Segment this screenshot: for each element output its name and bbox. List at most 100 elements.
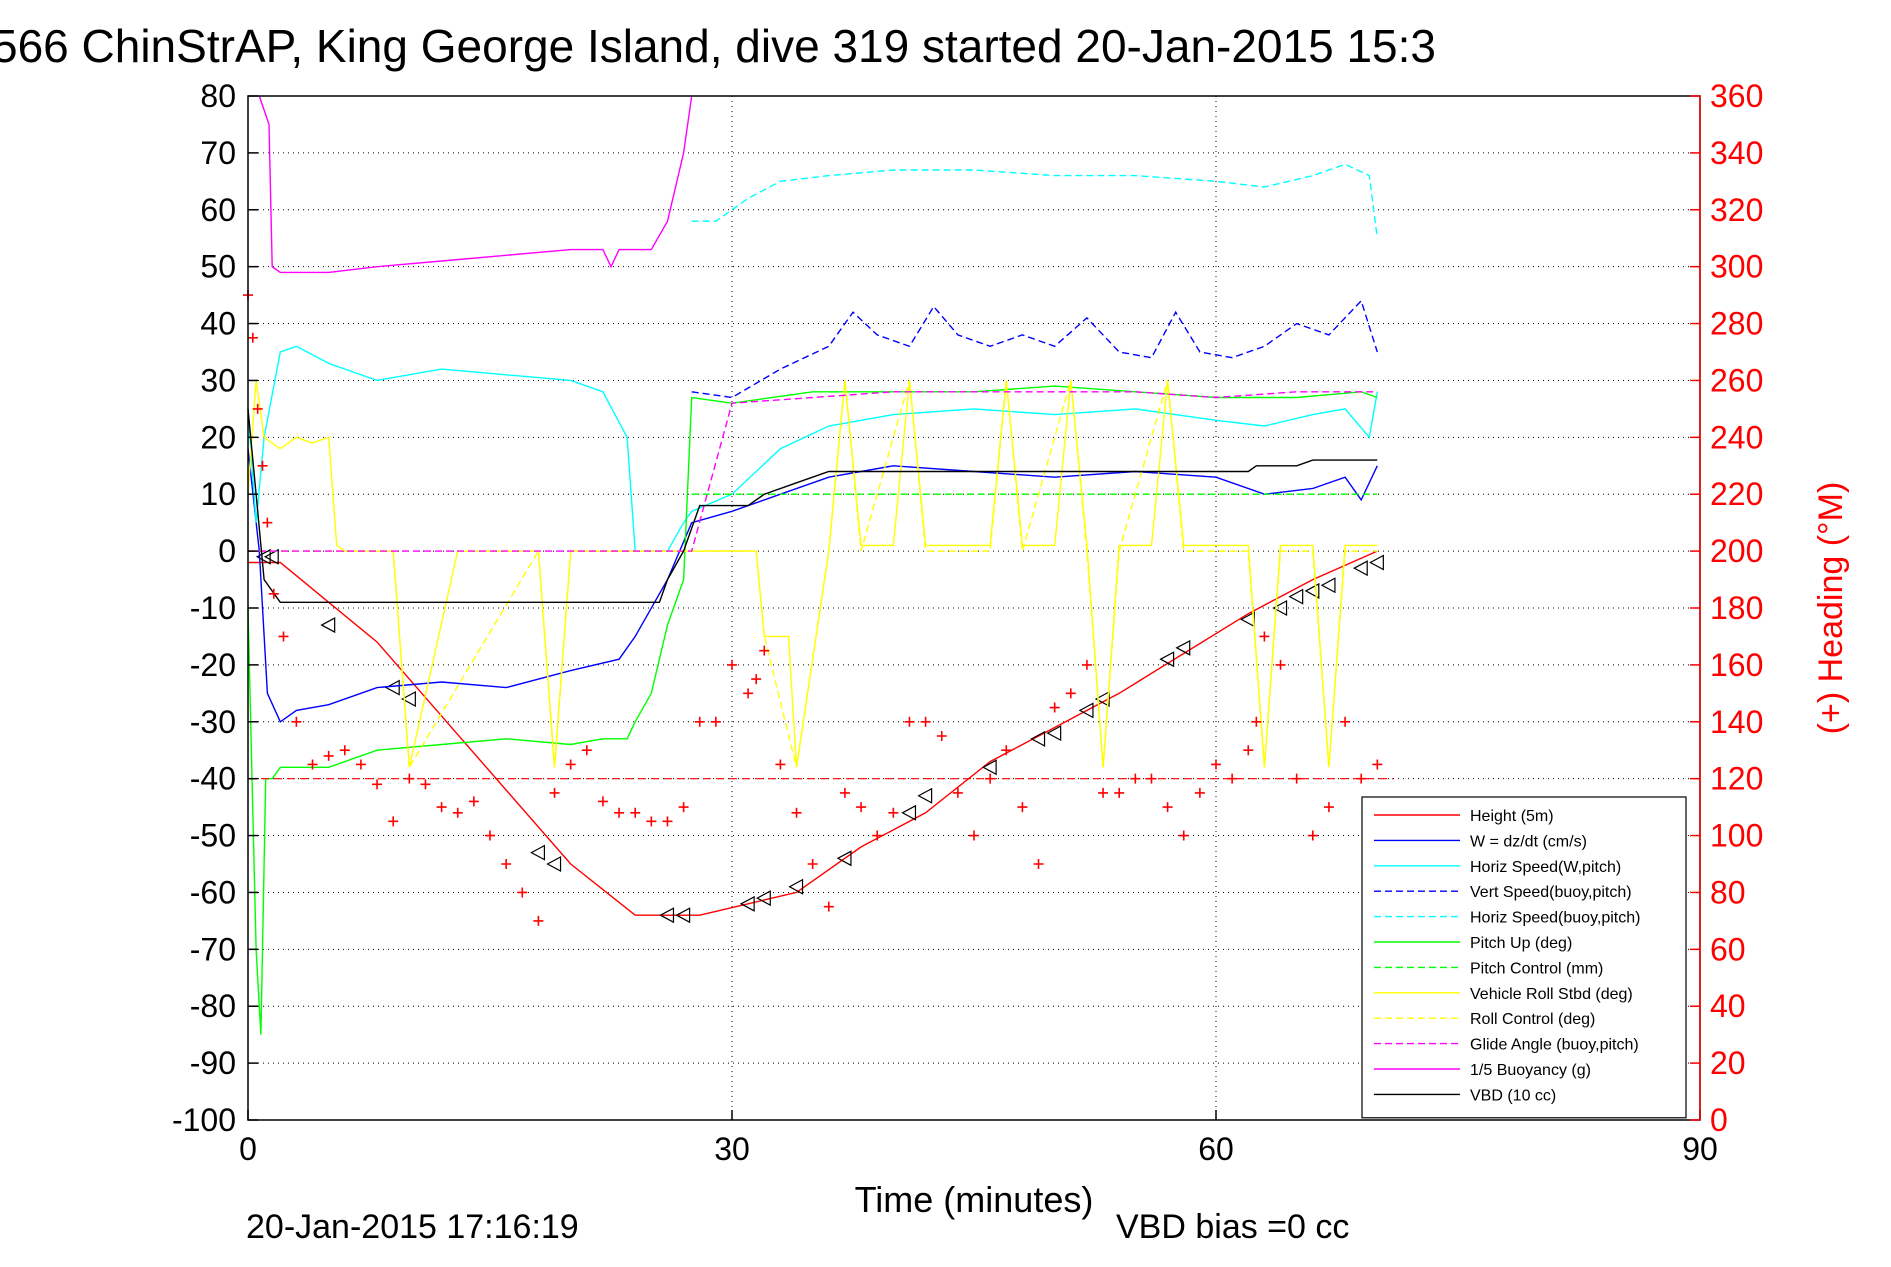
heading-point [1243, 745, 1254, 756]
legend-entry: Roll Control (deg) [1470, 1011, 1595, 1028]
heading-point [710, 716, 721, 727]
legend-entry: Vehicle Roll Stbd (deg) [1470, 986, 1633, 1003]
right-tick-label: 20 [1710, 1045, 1746, 1081]
height-marker [1369, 554, 1384, 571]
height-marker [1352, 560, 1368, 577]
heading-point [468, 796, 479, 807]
heading-point [485, 830, 495, 841]
height-marker [1175, 639, 1191, 656]
heading-point [969, 830, 979, 841]
heading-point [839, 787, 850, 798]
y-tick-label: 20 [200, 419, 236, 455]
y-tick-label: -60 [190, 874, 236, 910]
right-tick-label: 100 [1710, 818, 1763, 854]
heading-point [565, 759, 576, 770]
heading-point [1162, 802, 1173, 813]
series-10 [258, 95, 693, 274]
y-tick-label: -20 [190, 647, 236, 683]
heading-point [1251, 716, 1262, 727]
y-tick-label: -10 [190, 590, 236, 626]
heading-point [1340, 716, 1351, 727]
y-tick-label: 60 [200, 192, 236, 228]
heading-point [533, 915, 544, 926]
height-marker [917, 787, 933, 804]
y-tick-label: -80 [190, 988, 236, 1024]
legend-box [1361, 796, 1687, 1119]
right-tick-label: 280 [1710, 306, 1763, 342]
heading-point [388, 816, 399, 827]
series-line [691, 299, 1378, 399]
legend-entry: Glide Angle (buoy,pitch) [1470, 1037, 1639, 1054]
height-marker [546, 855, 562, 873]
heading-point [807, 859, 818, 869]
height-marker [1094, 691, 1110, 708]
legend: Height (5m) W = dz/dt (cm/s) Horiz Speed(W… [1361, 796, 1687, 1119]
height-marker [836, 850, 852, 867]
series-line [247, 448, 1378, 723]
height-marker [1272, 599, 1288, 617]
right-tick-label: 40 [1710, 988, 1746, 1024]
series-line [247, 345, 1378, 552]
heading-point [452, 807, 463, 818]
heading-point [517, 887, 528, 898]
right-tick-label: 60 [1710, 931, 1746, 967]
y-tick-label: 30 [200, 362, 236, 398]
series-3 [691, 299, 1378, 399]
height-marker [320, 617, 336, 634]
heading-point [646, 816, 657, 827]
height-marker [530, 844, 545, 861]
heading-point [751, 674, 762, 685]
heading-point [1065, 688, 1076, 699]
heading-point [355, 759, 366, 770]
legend-entry: Horiz Speed(W,pitch) [1470, 859, 1621, 876]
heading-point [252, 403, 263, 414]
footer-vbd-bias: VBD bias =0 cc [1116, 1208, 1349, 1246]
heading-point [936, 731, 947, 741]
series-5 [247, 385, 1378, 1035]
x-tick-label: 60 [1198, 1131, 1234, 1167]
heading-point [549, 787, 560, 798]
height-marker [401, 691, 416, 708]
heading-point [257, 460, 268, 471]
heading-point [888, 807, 899, 818]
heading-point [823, 901, 834, 912]
heading-point [678, 802, 689, 813]
y-tick-label: -100 [172, 1102, 236, 1138]
legend-entry: Height (5m) [1470, 808, 1554, 825]
height-marker [1159, 651, 1175, 668]
heading-point [581, 745, 592, 756]
y-tick-label: 10 [200, 476, 236, 512]
heading-point [1049, 702, 1060, 713]
heading-point [1098, 787, 1109, 798]
y-tick-label: 80 [200, 78, 236, 114]
legend-entry: Pitch Up (deg) [1470, 935, 1572, 952]
series-11 [247, 408, 1378, 603]
heading-point [1081, 659, 1092, 670]
height-marker [675, 907, 691, 924]
heading-point [1017, 802, 1028, 813]
heading-point [872, 830, 883, 841]
chart-title: 566 ChinStrAP, King George Island, dive … [0, 20, 1436, 72]
y-tick-label: 50 [200, 249, 236, 285]
right-tick-label: 360 [1710, 78, 1763, 114]
right-tick-label: 160 [1710, 647, 1763, 683]
heading-point [727, 659, 737, 670]
heading-point [904, 716, 915, 727]
heading-point [952, 787, 963, 798]
y-tick-label: 40 [200, 306, 236, 342]
height-marker [659, 907, 675, 924]
heading-point [920, 716, 931, 727]
legend-entry: W = dz/dt (cm/s) [1470, 833, 1587, 850]
height-marker [901, 804, 917, 821]
y-tick-label: -30 [190, 704, 236, 740]
heading-point [436, 802, 447, 813]
series-9 [248, 391, 1378, 552]
series-line [248, 391, 1378, 552]
heading-point [420, 779, 431, 790]
heading-point [597, 796, 608, 807]
y-tick-label: -50 [190, 818, 236, 854]
right-tick-label: 80 [1710, 874, 1746, 910]
right-tick-label: 120 [1710, 761, 1763, 797]
right-tick-label: 180 [1710, 590, 1763, 626]
